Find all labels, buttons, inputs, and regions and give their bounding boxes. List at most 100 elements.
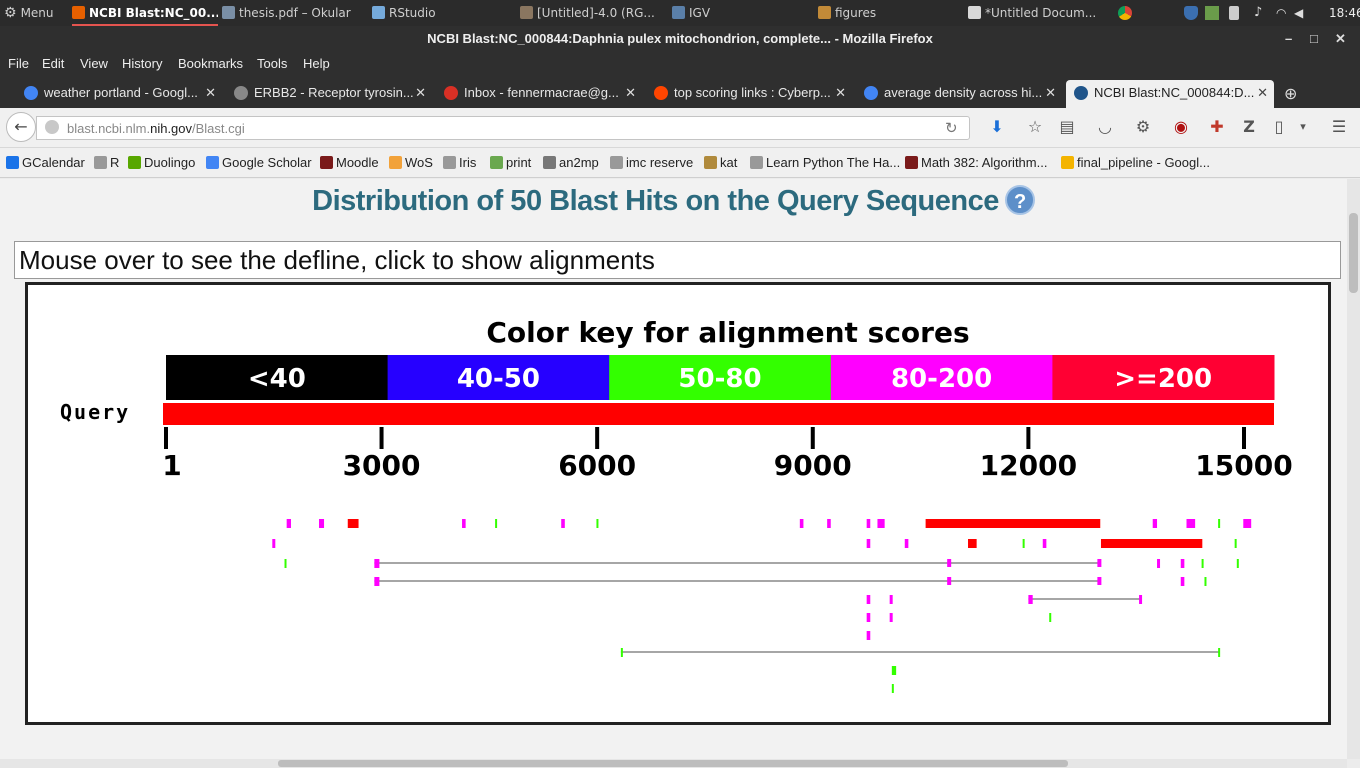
- hit-segment[interactable]: [319, 519, 325, 528]
- hit-segment[interactable]: [1234, 539, 1237, 548]
- hit-segment[interactable]: [347, 519, 359, 528]
- bookmark-item[interactable]: Duolingo: [128, 155, 195, 170]
- browser-tab[interactable]: NCBI Blast:NC_000844:D... ✕: [1066, 80, 1274, 108]
- hit-segment[interactable]: [1218, 648, 1221, 657]
- hit-segment[interactable]: [1186, 519, 1196, 528]
- tab-close-icon[interactable]: ✕: [205, 85, 216, 100]
- clipboard-icon[interactable]: [1229, 6, 1239, 20]
- ublock-icon[interactable]: ◉: [1174, 117, 1188, 136]
- bookmark-item[interactable]: imc reserve: [610, 155, 693, 170]
- volume-icon[interactable]: ◀: [1294, 6, 1304, 20]
- menu-bookmarks[interactable]: Bookmarks: [178, 56, 244, 71]
- hit-segment[interactable]: [1049, 613, 1052, 622]
- taskbar-item[interactable]: figures: [818, 0, 958, 26]
- menu-help[interactable]: Help: [303, 56, 330, 71]
- bookmark-item[interactable]: GCalendar: [6, 155, 85, 170]
- bookmark-item[interactable]: final_pipeline - Googl...: [1061, 155, 1210, 170]
- hit-segment[interactable]: [1028, 595, 1033, 604]
- blast-graphic[interactable]: Color key for alignment scores <40 40-50 50…: [25, 282, 1331, 725]
- hit-segment[interactable]: [891, 684, 894, 693]
- horizontal-scroll-thumb[interactable]: [278, 760, 1068, 767]
- shield-icon[interactable]: [1184, 6, 1198, 20]
- taskbar-item[interactable]: IGV: [672, 0, 808, 26]
- hit-segment[interactable]: [596, 519, 599, 528]
- zotero-plus-icon[interactable]: ✚: [1210, 117, 1224, 136]
- hit-segment[interactable]: [1180, 577, 1185, 586]
- hit-segment[interactable]: [947, 577, 952, 585]
- hit-segment[interactable]: [374, 577, 380, 586]
- bookmark-item[interactable]: Math 382: Algorithm...: [905, 155, 1047, 170]
- tab-close-icon[interactable]: ✕: [835, 85, 846, 100]
- pocket-icon[interactable]: ◡: [1098, 117, 1112, 136]
- bookmark-item[interactable]: WoS: [389, 155, 433, 170]
- taskbar-item[interactable]: RStudio: [372, 0, 508, 26]
- hit-segment[interactable]: [866, 539, 871, 548]
- back-button[interactable]: ←: [6, 112, 36, 142]
- bookmark-item[interactable]: R: [94, 155, 119, 170]
- tab-close-icon[interactable]: ✕: [1045, 85, 1056, 100]
- menu-history[interactable]: History: [122, 56, 163, 71]
- hit-segment[interactable]: [1157, 559, 1161, 568]
- menu-file[interactable]: File: [8, 56, 29, 71]
- hit-segment[interactable]: [620, 648, 623, 657]
- bookmark-item[interactable]: kat: [704, 155, 737, 170]
- hit-segment[interactable]: [968, 539, 977, 548]
- hit-segment[interactable]: [1100, 539, 1203, 548]
- tab-close-icon[interactable]: ✕: [625, 85, 636, 100]
- help-icon[interactable]: ?: [1004, 185, 1035, 215]
- hit-segment[interactable]: [1042, 539, 1047, 548]
- bookmark-item[interactable]: Google Scholar: [206, 155, 312, 170]
- hit-segment[interactable]: [904, 539, 909, 548]
- taskbar-item[interactable]: *Untitled Docum...: [968, 0, 1116, 26]
- browser-tab[interactable]: ERBB2 - Receptor tyrosin... ✕: [226, 80, 432, 108]
- hit-segment[interactable]: [1204, 577, 1207, 586]
- hit-segment[interactable]: [374, 559, 380, 568]
- hit-segment[interactable]: [462, 519, 466, 528]
- hit-segment[interactable]: [889, 613, 893, 622]
- hit-segment[interactable]: [495, 519, 498, 528]
- hit-segment[interactable]: [272, 539, 276, 548]
- hit-segment[interactable]: [891, 666, 897, 675]
- hit-segment[interactable]: [1180, 559, 1185, 568]
- maximize-icon[interactable]: □: [1310, 31, 1318, 46]
- hit-segment[interactable]: [286, 519, 291, 528]
- zotero-icon[interactable]: Z: [1243, 117, 1255, 136]
- bookmark-item[interactable]: an2mp: [543, 155, 599, 170]
- hit-segment[interactable]: [866, 519, 871, 528]
- hit-segment[interactable]: [947, 559, 952, 567]
- close-icon[interactable]: ✕: [1335, 31, 1346, 46]
- hit-segment[interactable]: [866, 631, 871, 640]
- reload-icon[interactable]: ↻: [945, 119, 958, 137]
- hit-segment[interactable]: [284, 559, 287, 568]
- hit-segment[interactable]: [1097, 577, 1102, 585]
- update-icon[interactable]: [1205, 6, 1219, 20]
- reading-list-icon[interactable]: ▤: [1059, 117, 1075, 136]
- hit-segment[interactable]: [1097, 559, 1102, 567]
- alignment-map[interactable]: Color key for alignment scores <40 40-50 50…: [28, 285, 1328, 722]
- taskbar-item[interactable]: [Untitled]-4.0 (RG...: [520, 0, 665, 26]
- menu-edit[interactable]: Edit: [42, 56, 65, 71]
- clock[interactable]: 18:46: [1329, 6, 1360, 20]
- hit-segment[interactable]: [866, 613, 871, 622]
- hit-segment[interactable]: [561, 519, 565, 528]
- hit-segment[interactable]: [925, 519, 1101, 528]
- hit-segment[interactable]: [1152, 519, 1158, 528]
- hit-segment[interactable]: [889, 595, 893, 604]
- bookmark-item[interactable]: Learn Python The Ha...: [750, 155, 900, 170]
- browser-tab[interactable]: top scoring links : Cyberp... ✕: [646, 80, 852, 108]
- save-page-icon[interactable]: ▯: [1274, 117, 1284, 136]
- download-icon[interactable]: ⬇: [990, 117, 1004, 136]
- taskbar-item[interactable]: NCBI Blast:NC_00...: [72, 0, 218, 26]
- minimize-icon[interactable]: –: [1285, 31, 1293, 46]
- hit-segment[interactable]: [799, 519, 804, 528]
- hit-segment[interactable]: [1243, 519, 1252, 528]
- app-menu-button[interactable]: ⚙ Menu: [4, 5, 54, 21]
- dropdown-icon[interactable]: ▾: [1300, 120, 1306, 133]
- bookmark-item[interactable]: Iris: [443, 155, 476, 170]
- menu-tools[interactable]: Tools: [257, 56, 288, 71]
- browser-tab[interactable]: Inbox - fennermacrae@g... ✕: [436, 80, 642, 108]
- hit-segment[interactable]: [877, 519, 885, 528]
- hit-segment[interactable]: [1236, 559, 1239, 568]
- tab-close-icon[interactable]: ✕: [1257, 85, 1268, 100]
- taskbar-item[interactable]: thesis.pdf – Okular: [222, 0, 362, 26]
